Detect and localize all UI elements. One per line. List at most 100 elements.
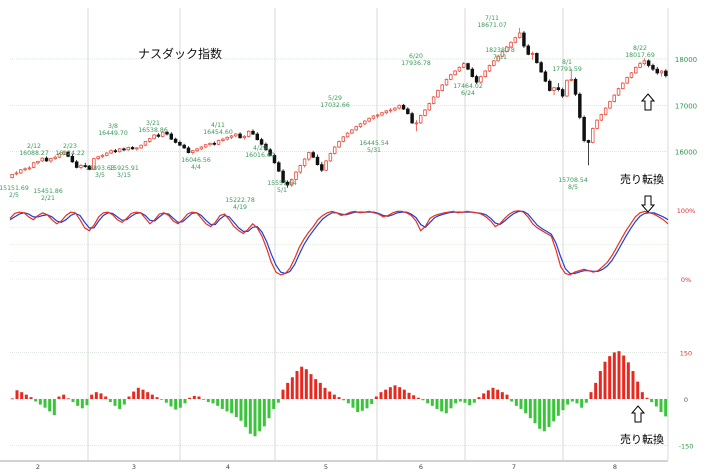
candle: [578, 92, 582, 120]
histogram-bar: [556, 399, 560, 416]
histogram-bar: [174, 399, 178, 410]
price-annotation: 5/29 17032.66: [320, 95, 350, 109]
histogram-bar: [90, 394, 94, 399]
histogram-bar: [538, 399, 542, 429]
candle-body: [461, 63, 466, 68]
candle-body: [44, 157, 49, 162]
candle: [122, 147, 126, 152]
histogram-bar: [85, 399, 89, 406]
histogram-bar: [584, 399, 588, 403]
histogram-bar: [510, 399, 514, 402]
month-label: 8: [613, 463, 617, 471]
price-annotation: 15222.78 4/19: [225, 197, 255, 211]
candle: [337, 140, 341, 148]
candle: [509, 41, 513, 48]
histogram-bar: [659, 399, 663, 413]
chart-title: ナスダック指数: [138, 46, 222, 61]
candle: [483, 70, 487, 78]
histogram-bar: [458, 399, 462, 402]
candle-body: [556, 87, 561, 90]
candle-body: [431, 96, 436, 104]
histogram-bar: [356, 399, 360, 413]
candle: [66, 151, 70, 158]
price-annotation: 15451.86 2/21: [33, 188, 63, 202]
histogram-bar: [136, 387, 140, 399]
candle: [397, 104, 401, 110]
candle: [522, 31, 526, 48]
histogram-bar: [528, 399, 532, 419]
candle: [259, 137, 264, 146]
candle-body: [169, 133, 174, 140]
candle: [573, 77, 578, 97]
histogram-bar: [323, 387, 327, 399]
histogram-bar: [360, 399, 364, 411]
candle-body: [307, 152, 311, 160]
candle-body: [109, 150, 113, 154]
candle: [530, 51, 535, 60]
candle-body: [414, 122, 419, 125]
candle: [354, 125, 358, 131]
histogram-bar: [622, 355, 626, 399]
candle-body: [539, 62, 543, 73]
candle-body: [135, 147, 139, 150]
candle: [57, 153, 62, 159]
histogram-bar: [216, 399, 220, 406]
histogram-bar: [24, 394, 28, 399]
candle-body: [242, 135, 247, 139]
histogram-bar: [206, 399, 210, 403]
candle: [556, 83, 561, 92]
candle: [152, 134, 156, 140]
candle-body: [216, 140, 221, 145]
candle: [436, 89, 440, 98]
candle-body: [384, 110, 389, 114]
histogram-bar: [164, 399, 168, 403]
histogram-bar: [580, 399, 584, 408]
candle: [474, 74, 479, 84]
candle: [341, 135, 346, 143]
histogram-bar: [71, 399, 75, 403]
histogram-bar: [127, 396, 131, 399]
candle: [100, 153, 105, 159]
candle: [148, 137, 152, 143]
candle-body: [337, 141, 341, 148]
candle-body: [225, 136, 229, 140]
histogram-bar: [202, 399, 206, 400]
histogram-bar: [258, 399, 262, 432]
histogram-bar: [211, 399, 215, 404]
histogram-bar: [561, 399, 565, 411]
candle-body: [345, 132, 350, 138]
candle-body: [92, 158, 96, 170]
candle-body: [40, 157, 44, 162]
histogram-bar: [281, 389, 285, 399]
candle-body: [341, 136, 346, 142]
histogram-bar: [435, 399, 439, 409]
histogram-bar: [155, 397, 159, 399]
candle-body: [160, 131, 165, 137]
candle: [109, 149, 113, 154]
candle: [277, 160, 281, 173]
candle-body: [31, 162, 36, 168]
candle: [143, 141, 148, 147]
histogram-bar: [337, 397, 341, 399]
histogram-bar: [104, 396, 108, 399]
candle-body: [49, 158, 53, 162]
candle: [311, 150, 315, 159]
candle-body: [10, 173, 14, 179]
candle-body: [526, 45, 530, 55]
histogram-bar: [486, 390, 490, 399]
candle: [79, 164, 83, 170]
candle: [70, 153, 75, 163]
candle-body: [264, 143, 268, 151]
candle: [388, 108, 393, 113]
price-tick-label: 16000: [675, 149, 697, 157]
candle: [216, 139, 221, 146]
candle-body: [517, 32, 522, 39]
candle: [547, 79, 552, 92]
histogram-bar: [314, 379, 318, 399]
candle: [62, 150, 66, 156]
histogram-bar: [552, 399, 556, 422]
candle: [203, 144, 208, 148]
candle-body: [96, 156, 100, 160]
candle: [560, 87, 565, 98]
candle-body: [642, 60, 647, 65]
